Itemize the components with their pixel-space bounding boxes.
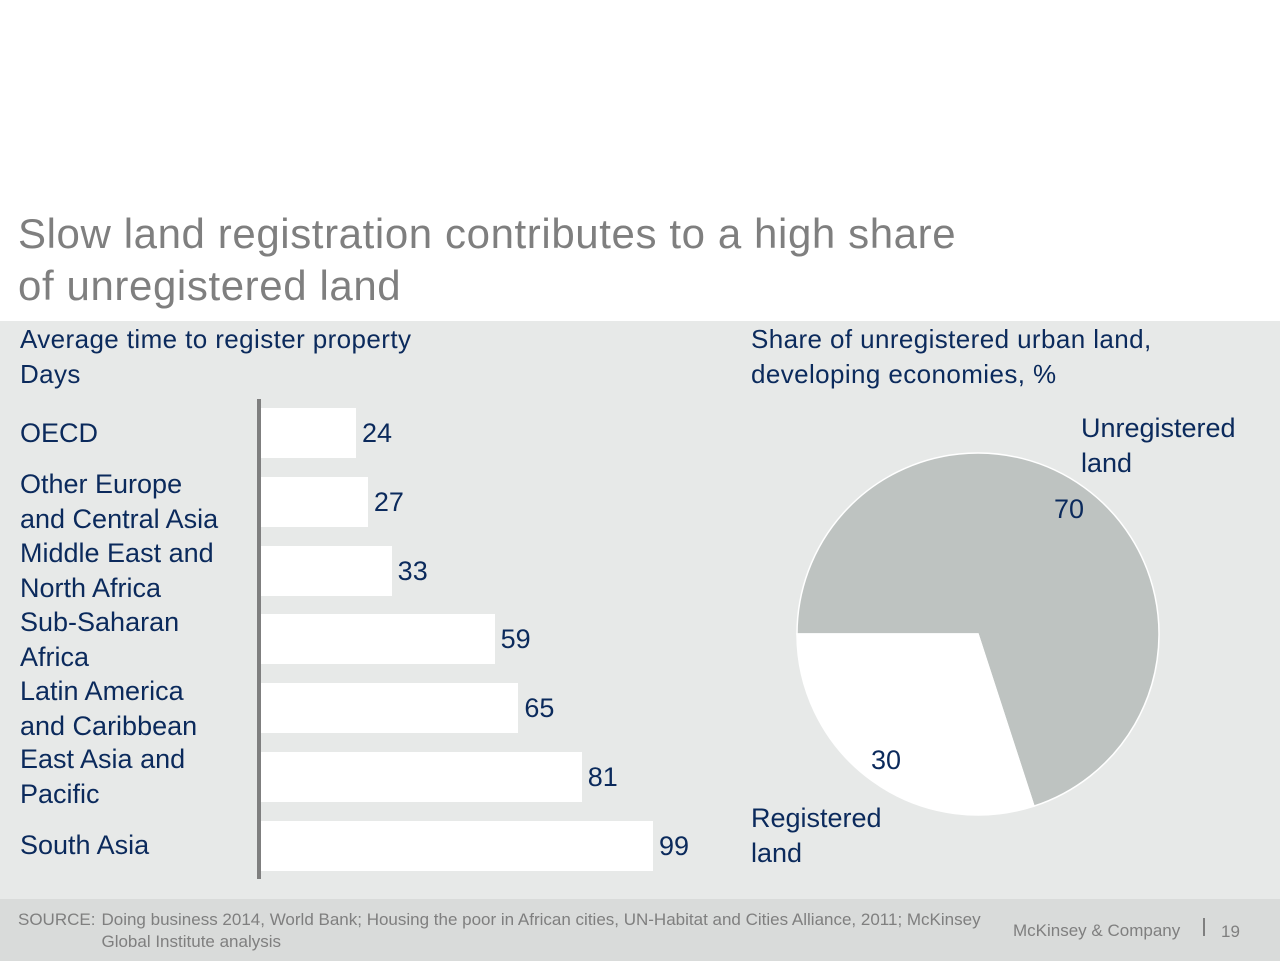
bar-0 — [261, 408, 357, 458]
pie-label-registered: Registered land — [751, 803, 882, 868]
bar-category-label-2: Middle East and North Africa — [20, 538, 214, 603]
bar-category-label-6: South Asia — [20, 830, 150, 860]
bar-value-label-3: 59 — [500, 624, 531, 654]
bar-value-label-2: 33 — [397, 556, 428, 586]
bar-category-label-0: OECD — [20, 418, 99, 448]
bar-value-label-6: 99 — [659, 831, 690, 861]
pie-slice-0 — [796, 452, 1160, 808]
source-prefix: SOURCE: — [18, 910, 96, 929]
pie-slice-1 — [796, 633, 1035, 816]
bar-1 — [261, 477, 368, 527]
bar-category-label-5: East Asia and Pacific — [20, 744, 186, 809]
footer-separator — [1203, 918, 1205, 936]
bar-chart-title: Average time to register property Days — [20, 324, 412, 389]
bar-value-label-5: 81 — [587, 762, 618, 792]
pie-value-unregistered: 70 — [1054, 494, 1085, 524]
bar-6 — [261, 821, 654, 871]
bar-category-label-1: Other Europe and Central Asia — [20, 469, 219, 534]
bar-3 — [261, 614, 495, 664]
source-text: Doing business 2014, World Bank; Housing… — [101, 910, 981, 951]
footer-bar — [0, 899, 1280, 961]
bar-5 — [261, 752, 582, 802]
source-note: SOURCE: Doing business 2014, World Bank;… — [18, 909, 998, 953]
brand-name: McKinsey & Company — [1013, 921, 1181, 940]
bar-value-label-4: 65 — [524, 693, 555, 723]
page-number: 19 — [1221, 922, 1240, 941]
bar-4 — [261, 683, 519, 733]
bar-value-label-1: 27 — [373, 487, 404, 517]
bar-category-label-3: Sub-Saharan Africa — [20, 607, 180, 672]
pie-chart-title: Share of unregistered urban land, develo… — [751, 324, 1152, 389]
bar-2 — [261, 546, 392, 596]
slide-title: Slow land registration contributes to a … — [18, 210, 957, 309]
bar-chart-axis — [257, 399, 261, 879]
bar-category-label-4: Latin America and Caribbean — [20, 676, 198, 741]
pie-label-unregistered: Unregistered land — [1081, 413, 1236, 478]
bar-value-label-0: 24 — [362, 418, 393, 448]
pie-value-registered: 30 — [871, 745, 902, 775]
